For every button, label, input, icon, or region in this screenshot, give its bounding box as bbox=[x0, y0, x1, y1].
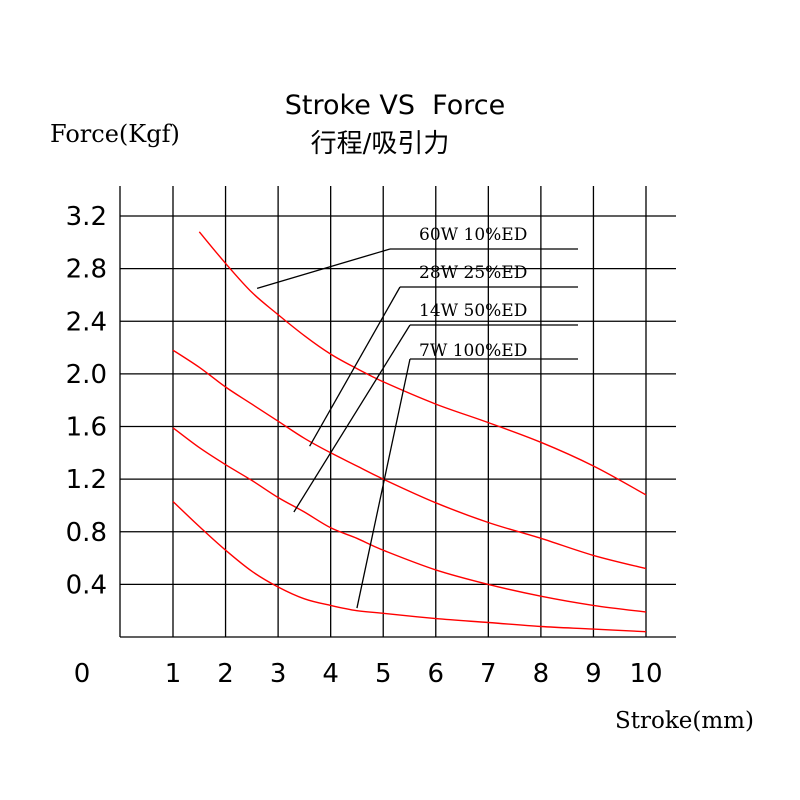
legend-label-3: 14W 50%ED bbox=[419, 301, 527, 321]
y-axis-label: Force(Kgf) bbox=[50, 120, 180, 148]
y-tick-label-1.2: 1.2 bbox=[66, 465, 107, 495]
x-tick-label-5: 5 bbox=[375, 659, 392, 689]
x-tick-label-1: 1 bbox=[165, 659, 182, 689]
legend-pointer-1 bbox=[256, 248, 391, 289]
origin-label: 0 bbox=[74, 659, 91, 689]
x-tick-label-8: 8 bbox=[533, 659, 550, 689]
x-tick-label-2: 2 bbox=[217, 659, 234, 689]
y-tick-label-1.6: 1.6 bbox=[66, 413, 107, 443]
chart-title: Stroke VS Force bbox=[285, 90, 505, 121]
tick-labels: 0.4 0.8 1.2 1.6 2.0 2.4 2.8 3.2 1 2 3 4 5 6 7 8 9 10 bbox=[66, 202, 663, 689]
x-axis-label: Stroke(mm) bbox=[615, 708, 754, 734]
x-tick-label-7: 7 bbox=[480, 659, 497, 689]
y-tick-label-0.8: 0.8 bbox=[66, 518, 107, 548]
series-lines bbox=[172, 231, 647, 633]
chart-subtitle: 行程/吸引力 bbox=[311, 129, 450, 159]
legend-label-1: 60W 10%ED bbox=[419, 225, 527, 245]
legend-label-2: 28W 25%ED bbox=[419, 263, 527, 283]
grid-lines bbox=[119, 186, 676, 638]
x-tick-label-4: 4 bbox=[322, 659, 339, 689]
x-tick-label-9: 9 bbox=[585, 659, 602, 689]
x-tick-label-6: 6 bbox=[428, 659, 445, 689]
legend-pointer-4 bbox=[356, 358, 411, 609]
legend-pointer-2 bbox=[309, 286, 401, 447]
y-tick-label-2.8: 2.8 bbox=[66, 255, 107, 285]
x-tick-label-10: 10 bbox=[629, 659, 662, 689]
series-line-3 bbox=[172, 427, 647, 613]
series-line-2 bbox=[172, 349, 647, 570]
y-tick-label-3.2: 3.2 bbox=[66, 202, 107, 232]
y-tick-label-0.4: 0.4 bbox=[66, 570, 107, 600]
series-line-4 bbox=[172, 500, 647, 633]
legend: 60W 10%ED 28W 25%ED 14W 50%ED 7W 100%ED bbox=[256, 225, 578, 609]
y-tick-label-2.0: 2.0 bbox=[66, 360, 107, 390]
series-line-1 bbox=[198, 231, 647, 496]
x-tick-label-3: 3 bbox=[270, 659, 287, 689]
y-tick-label-2.4: 2.4 bbox=[66, 307, 107, 337]
legend-label-4: 7W 100%ED bbox=[419, 341, 527, 361]
legend-pointer-3 bbox=[293, 324, 411, 513]
